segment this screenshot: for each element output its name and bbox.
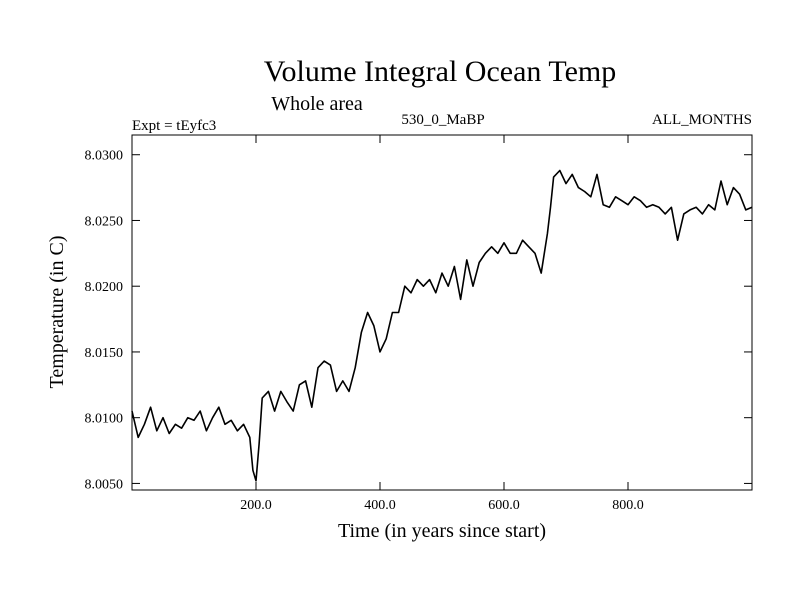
- x-axis-ticks: 200.0 400.0 600.0 800.0: [240, 135, 644, 513]
- y-tick-label: 8.0250: [85, 214, 124, 229]
- y-tick-label: 8.0150: [85, 346, 124, 361]
- expt-label: Expt = tEyfc3: [132, 118, 216, 134]
- y-tick-label: 8.0300: [85, 149, 124, 164]
- y-tick-label: 8.0050: [85, 477, 124, 492]
- chart-title: Volume Integral Ocean Temp: [264, 55, 617, 88]
- months-label: ALL_MONTHS: [652, 112, 752, 128]
- x-tick-label: 200.0: [240, 498, 272, 513]
- series-line: [131, 169, 753, 482]
- plot-frame: [131, 134, 753, 491]
- x-tick-label: 400.0: [364, 498, 396, 513]
- y-tick-label: 8.0200: [85, 280, 124, 295]
- x-axis-label: Time (in years since start): [338, 520, 546, 542]
- chart-subtitle: Whole area: [271, 93, 363, 115]
- x-tick-label: 600.0: [488, 498, 520, 513]
- y-axis-label: Temperature (in C): [46, 236, 68, 389]
- y-tick-label: 8.0100: [85, 412, 124, 427]
- x-tick-label: 800.0: [612, 498, 644, 513]
- y-axis-ticks: 8.0050 8.0100 8.0150 8.0200 8.0250 8.0300: [85, 149, 752, 492]
- period-label: 530_0_MaBP: [401, 112, 484, 128]
